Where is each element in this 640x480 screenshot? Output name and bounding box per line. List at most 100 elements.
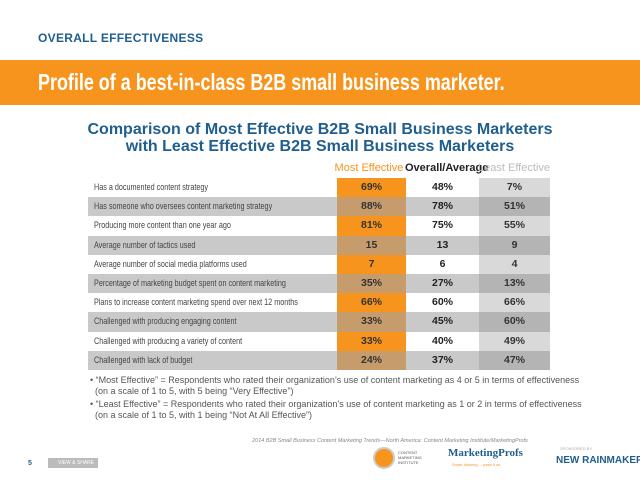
table-row: Average number of social media platforms… bbox=[88, 254, 550, 274]
table-row: Has someone who oversees content marketi… bbox=[88, 197, 550, 217]
section-label: OVERALL EFFECTIVENESS bbox=[38, 31, 204, 45]
least-effective-value-cell: 49% bbox=[479, 331, 550, 351]
overall-value: 37% bbox=[431, 353, 453, 366]
least-effective-value: 51% bbox=[503, 200, 525, 213]
row-label-cell: Challenged with producing a variety of c… bbox=[88, 332, 337, 351]
least-effective-value-cell: 47% bbox=[479, 350, 550, 370]
overall-value: 6 bbox=[439, 257, 446, 270]
least-effective-value-cell: 60% bbox=[479, 312, 550, 332]
overall-value-cell: 37% bbox=[406, 351, 479, 370]
row-label: Has someone who oversees content marketi… bbox=[94, 201, 273, 213]
subtitle-line: Comparison of Most Effective B2B Small B… bbox=[87, 121, 553, 138]
row-label: Average number of tactics used bbox=[94, 239, 196, 251]
most-effective-value-cell: 7 bbox=[337, 254, 406, 274]
overall-value: 78% bbox=[431, 200, 453, 213]
most-effective-value: 69% bbox=[360, 181, 382, 193]
overall-value-cell: 6 bbox=[406, 255, 479, 274]
most-effective-value-cell: 15 bbox=[337, 235, 406, 255]
least-effective-value: 9 bbox=[511, 238, 518, 251]
most-effective-value: 81% bbox=[360, 219, 382, 232]
row-label-cell: Percentage of marketing budget spent on … bbox=[88, 274, 337, 293]
row-label: Percentage of marketing budget spent on … bbox=[94, 277, 286, 289]
row-label-cell: Challenged with lack of budget bbox=[88, 351, 337, 370]
view-share-button[interactable]: VIEW & SHARE bbox=[48, 458, 98, 468]
most-effective-value: 33% bbox=[360, 315, 382, 328]
column-header-least: Least Effective bbox=[478, 162, 550, 174]
overall-value-cell: 45% bbox=[406, 312, 479, 331]
most-effective-value-cell: 24% bbox=[337, 350, 406, 370]
cmi-logo-icon bbox=[373, 447, 395, 469]
table-row: Challenged with producing engaging conte… bbox=[88, 312, 550, 332]
table-row: Challenged with producing a variety of c… bbox=[88, 331, 550, 351]
least-effective-value: 4 bbox=[511, 257, 518, 270]
overall-value-cell: 13 bbox=[406, 236, 479, 255]
column-header-most: Most Effective bbox=[334, 162, 404, 174]
most-effective-value-cell: 66% bbox=[337, 293, 406, 313]
row-label-cell: Average number of social media platforms… bbox=[88, 255, 337, 274]
overall-value: 60% bbox=[431, 296, 453, 309]
least-effective-value-cell: 51% bbox=[479, 197, 550, 217]
most-effective-value: 15 bbox=[365, 238, 378, 251]
overall-value: 27% bbox=[431, 276, 453, 289]
banner: Profile of a best-in-class B2B small bus… bbox=[0, 60, 640, 105]
overall-value: 45% bbox=[431, 315, 453, 328]
column-header-overall: Overall/Average bbox=[405, 162, 489, 174]
least-effective-value-cell: 4 bbox=[479, 254, 550, 274]
overall-value-cell: 60% bbox=[406, 293, 479, 312]
subtitle-line: with Least Effective B2B Small Business … bbox=[125, 138, 515, 155]
overall-value-cell: 78% bbox=[406, 197, 479, 216]
row-label: Average number of social media platforms… bbox=[94, 258, 247, 270]
subtitle: Comparison of Most Effective B2B Small B… bbox=[0, 121, 640, 155]
overall-value: 13 bbox=[436, 238, 449, 251]
least-effective-value: 55% bbox=[503, 219, 525, 232]
marketingprofs-tagline: Smart thinking ... pass it on. bbox=[452, 462, 502, 467]
row-label: Producing more content than one year ago bbox=[94, 220, 231, 232]
notes: • “Most Effective” = Respondents who rat… bbox=[90, 375, 590, 423]
overall-value-cell: 75% bbox=[406, 216, 479, 235]
least-effective-value-cell: 66% bbox=[479, 293, 550, 313]
marketingprofs-logo: MarketingProfs bbox=[448, 447, 523, 459]
most-effective-value-cell: 69% bbox=[337, 178, 406, 198]
overall-value: 40% bbox=[431, 334, 453, 347]
comparison-table: Has a documented content strategy 69% 48% 7… bbox=[88, 178, 550, 370]
most-effective-value-cell: 33% bbox=[337, 331, 406, 351]
note: • “Least Effective” = Respondents who ra… bbox=[90, 399, 582, 420]
most-effective-value-cell: 33% bbox=[337, 312, 406, 332]
row-label-cell: Average number of tactics used bbox=[88, 236, 337, 255]
least-effective-value: 13% bbox=[503, 276, 525, 289]
banner-title: Profile of a best-in-class B2B small bus… bbox=[38, 69, 505, 95]
row-label: Has a documented content strategy bbox=[94, 182, 208, 193]
row-label: Plans to increase content marketing spen… bbox=[94, 297, 298, 309]
row-label-cell: Has someone who oversees content marketi… bbox=[88, 197, 337, 216]
new-rainmaker-logo: NEW RAINMAKER bbox=[556, 455, 640, 466]
sponsored-label: SPONSORED BY bbox=[560, 446, 593, 451]
table-row: Has a documented content strategy 69% 48% 7… bbox=[88, 178, 550, 198]
table-row: Average number of tactics used 15 13 9 bbox=[88, 235, 550, 255]
most-effective-value: 35% bbox=[360, 276, 382, 289]
row-label: Challenged with producing engaging conte… bbox=[94, 316, 237, 328]
row-label: Challenged with producing a variety of c… bbox=[94, 335, 243, 347]
least-effective-value-cell: 55% bbox=[479, 216, 550, 236]
overall-value: 75% bbox=[431, 219, 453, 232]
least-effective-value: 60% bbox=[503, 315, 525, 328]
table-row: Percentage of marketing budget spent on … bbox=[88, 273, 550, 294]
row-label-cell: Has a documented content strategy bbox=[88, 178, 337, 197]
least-effective-value: 7% bbox=[506, 181, 523, 193]
overall-value-cell: 27% bbox=[406, 274, 479, 293]
most-effective-value: 33% bbox=[360, 334, 382, 347]
most-effective-value: 7 bbox=[368, 257, 375, 270]
overall-value-cell: 40% bbox=[406, 332, 479, 351]
row-label-cell: Plans to increase content marketing spen… bbox=[88, 293, 337, 312]
least-effective-value-cell: 7% bbox=[479, 178, 550, 198]
row-label-cell: Challenged with producing engaging conte… bbox=[88, 312, 337, 331]
overall-value: 48% bbox=[431, 181, 453, 193]
row-label-cell: Producing more content than one year ago bbox=[88, 216, 337, 235]
table-row: Producing more content than one year ago… bbox=[88, 216, 550, 236]
most-effective-value-cell: 35% bbox=[337, 273, 406, 294]
note: • “Most Effective” = Respondents who rat… bbox=[90, 375, 580, 396]
least-effective-value: 47% bbox=[503, 353, 525, 366]
least-effective-value-cell: 9 bbox=[479, 235, 550, 255]
source: 2014 B2B Small Business Content Marketin… bbox=[252, 438, 528, 444]
least-effective-value: 49% bbox=[503, 334, 525, 347]
table-row: Plans to increase content marketing spen… bbox=[88, 293, 550, 313]
